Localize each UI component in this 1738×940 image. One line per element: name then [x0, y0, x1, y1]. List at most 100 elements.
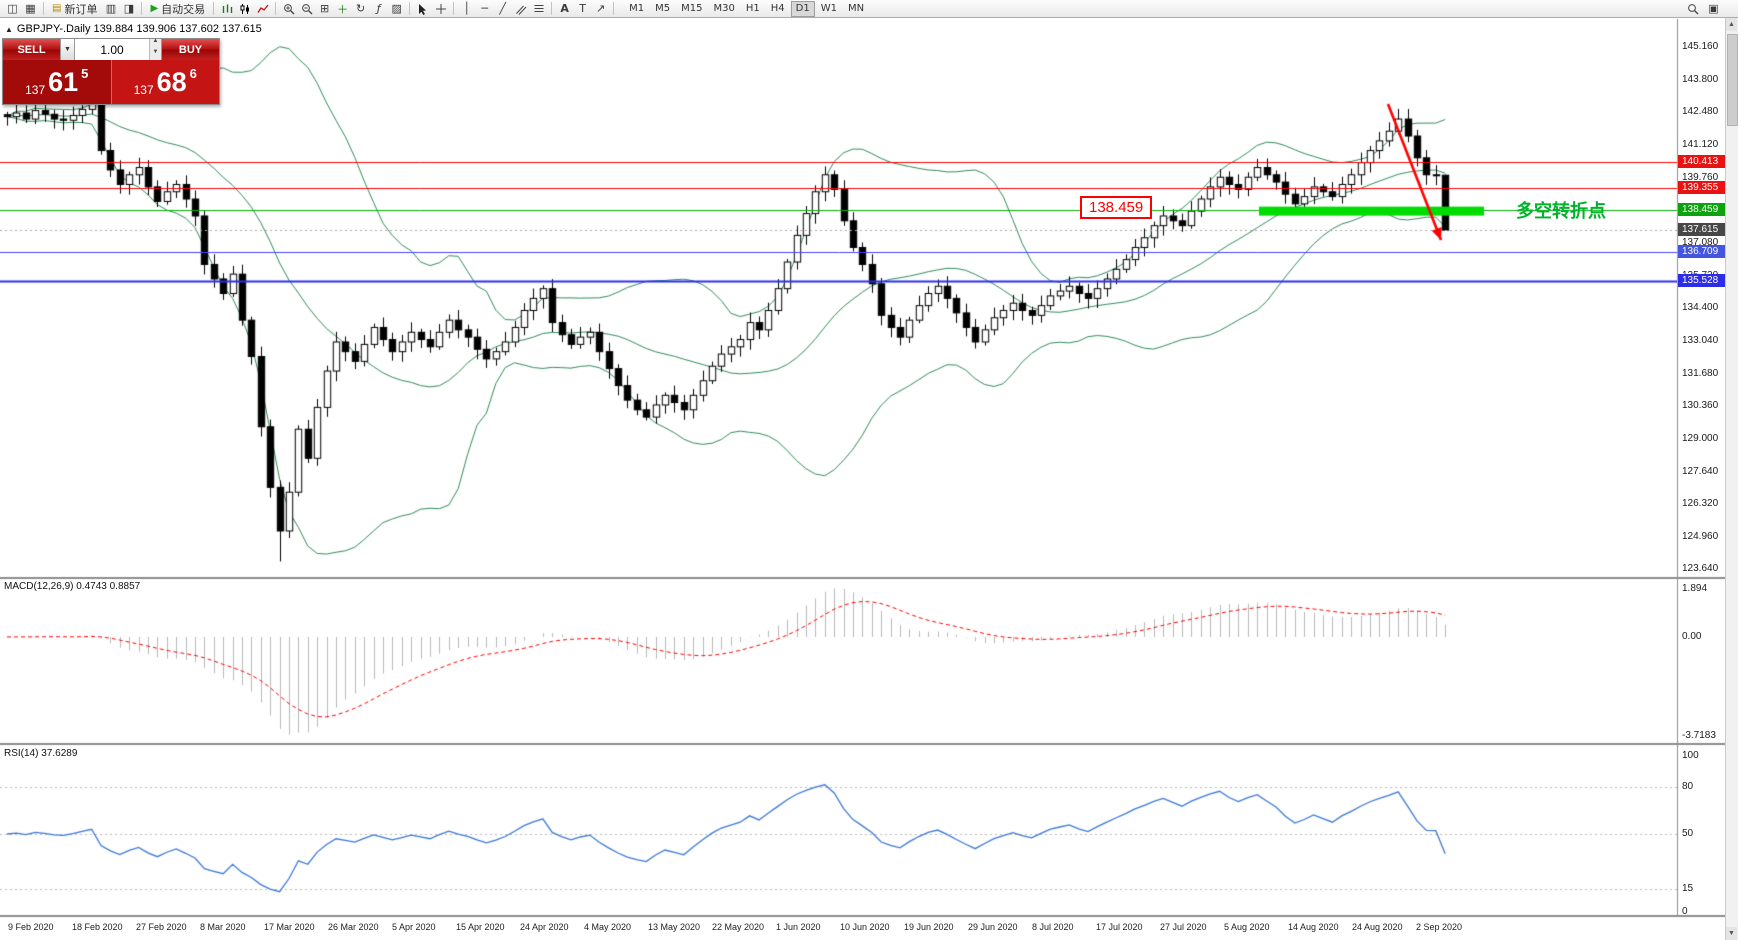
toolbar-separator — [141, 2, 143, 15]
timeframe-button-mn[interactable]: MN — [847, 2, 865, 14]
rsi-header: RSI(14) 37.6289 — [4, 748, 78, 759]
timeframe-button-h1[interactable]: H1 — [745, 2, 760, 14]
rsi-axis-label: 0 — [1682, 906, 1688, 917]
zoom-out-icon[interactable] — [298, 1, 315, 16]
timeframe-button-m15[interactable]: M15 — [681, 2, 703, 14]
new-chart-window-icon[interactable]: ◫ — [7, 2, 18, 15]
timeframe-button-d1[interactable]: D1 — [790, 0, 815, 17]
date-axis-label: 18 Feb 2020 — [72, 922, 123, 932]
bar-chart-icon[interactable] — [218, 1, 235, 16]
buy-button[interactable]: BUY — [162, 39, 219, 60]
crosshair-icon[interactable] — [432, 1, 449, 16]
timeframe-button-m30[interactable]: M30 — [713, 2, 735, 14]
volume-decrease-button[interactable]: ▼ — [150, 49, 161, 60]
date-axis-label: 27 Feb 2020 — [136, 922, 187, 932]
timeframe-button-m5[interactable]: M5 — [655, 2, 671, 14]
vertical-line-icon[interactable]: │ — [463, 2, 470, 15]
sell-price-pip: 5 — [81, 66, 89, 81]
one-click-panel-toggle[interactable]: ▲ — [5, 24, 13, 34]
line-chart-icon[interactable] — [254, 1, 271, 16]
price-axis-label: 123.640 — [1682, 562, 1719, 574]
price-axis-label: 134.400 — [1682, 302, 1719, 314]
date-axis-label: 5 Aug 2020 — [1224, 922, 1270, 932]
toolbar: ◫ ▦ ▤ 新订单 ▥ ◨ ▶ 自动交易 ⊞ ＋ ↻ — [0, 0, 1738, 18]
vertical-scrollbar[interactable]: ▲ ▼ — [1725, 18, 1738, 940]
buy-price-pip: 6 — [189, 66, 197, 81]
candlestick-chart-icon[interactable] — [236, 1, 253, 16]
rsi-axis-label: 15 — [1682, 882, 1694, 894]
scrollbar-down-arrow[interactable]: ▼ — [1726, 927, 1737, 940]
date-axis-label: 17 Mar 2020 — [264, 922, 315, 932]
toolbar-separator — [213, 2, 215, 15]
volume-input[interactable] — [75, 39, 149, 60]
new-chart-plus-icon[interactable]: ＋ — [337, 2, 349, 16]
trade-panel-header-row: SELL ▼ ▲ ▼ BUY — [3, 38, 219, 60]
macd-axis-min-label: -3.7183 — [1682, 730, 1716, 741]
toolbar-separator — [551, 2, 553, 15]
arrow-objects-icon[interactable]: ↗ — [596, 2, 606, 15]
price-level-callout[interactable]: 138.459 — [1080, 196, 1153, 219]
text-label-icon[interactable]: T — [579, 2, 587, 15]
timeframe-button-m1[interactable]: M1 — [629, 2, 645, 14]
price-axis-label: 133.040 — [1682, 335, 1719, 346]
price-axis-label: 131.680 — [1682, 367, 1719, 379]
date-axis-label: 4 May 2020 — [584, 922, 632, 932]
sell-price-prefix: 137 — [25, 83, 46, 97]
date-axis-label: 22 May 2020 — [712, 922, 765, 932]
sell-price-display[interactable]: 137 61 5 — [3, 60, 111, 104]
buy-price-prefix: 137 — [133, 83, 154, 97]
new-order-button[interactable]: ▤ 新订单 — [48, 1, 101, 16]
volume-increase-button[interactable]: ▲ — [150, 38, 161, 50]
text-icon[interactable]: A — [560, 2, 569, 15]
autotrading-button[interactable]: ▶ 自动交易 — [146, 1, 209, 16]
one-click-trading-panel: SELL ▼ ▲ ▼ BUY 137 61 5 137 68 6 — [2, 38, 220, 105]
new-order-icon: ▤ — [52, 3, 62, 14]
templates-icon[interactable]: ▨ — [391, 2, 402, 15]
cursor-icon[interactable] — [414, 1, 431, 16]
price-axis-label: 143.800 — [1682, 74, 1719, 86]
price-line-badge: 135.528 — [1678, 273, 1725, 287]
search-icon[interactable] — [1684, 1, 1701, 16]
price-axis-label: 130.360 — [1682, 399, 1719, 411]
date-axis-label: 10 Jun 2020 — [840, 922, 890, 932]
timeframe-button-w1[interactable]: W1 — [820, 2, 837, 14]
scrollbar-up-arrow[interactable]: ▲ — [1726, 18, 1737, 31]
scrollbar-thumb[interactable] — [1727, 34, 1738, 126]
sell-price-main: 61 — [48, 67, 79, 97]
volume-dropdown-button[interactable]: ▼ — [60, 39, 74, 60]
market-watch-icon[interactable]: ▥ — [105, 2, 117, 15]
refresh-icon[interactable]: ↻ — [356, 2, 366, 15]
price-line-badge: 138.459 — [1678, 202, 1725, 216]
sell-button[interactable]: SELL — [3, 39, 60, 60]
horizontal-line-icon[interactable]: ─ — [481, 2, 488, 15]
zoom-in-icon[interactable] — [280, 1, 297, 16]
price-axis-label: 137.080 — [1682, 237, 1719, 249]
date-axis-label: 13 May 2020 — [648, 922, 701, 932]
channel-icon[interactable] — [512, 1, 529, 16]
autotrading-play-icon: ▶ — [150, 3, 159, 14]
date-axis-label: 5 Apr 2020 — [392, 922, 436, 932]
navigator-icon[interactable]: ◨ — [123, 2, 135, 15]
toolbar-separator — [275, 2, 277, 15]
rsi-axis-label: 100 — [1682, 750, 1699, 761]
date-axis-label: 17 Jul 2020 — [1096, 922, 1143, 932]
turning-point-text[interactable]: 多空转折点 — [1516, 201, 1606, 222]
timeframe-button-h4[interactable]: H4 — [770, 2, 785, 14]
fibonacci-icon[interactable] — [530, 1, 547, 16]
trendline-icon[interactable]: ╱ — [499, 2, 506, 15]
buy-price-display[interactable]: 137 68 6 — [110, 60, 219, 104]
date-axis-label: 8 Mar 2020 — [200, 922, 246, 932]
price-line-badge: 139.355 — [1678, 180, 1725, 194]
chart-shift-icon[interactable]: ▣ — [1708, 2, 1719, 15]
date-axis-label: 24 Aug 2020 — [1352, 922, 1403, 932]
profiles-icon[interactable]: ▦ — [25, 2, 36, 15]
date-axis-label: 15 Apr 2020 — [456, 922, 505, 932]
symbol-ohlc-text: GBPJPY-.Daily 139.884 139.906 137.602 13… — [16, 23, 262, 35]
date-axis-label: 2 Sep 2020 — [1416, 922, 1463, 932]
date-axis-label: 8 Jul 2020 — [1032, 922, 1074, 932]
price-line-badge: 136.709 — [1678, 245, 1725, 259]
tile-windows-icon[interactable]: ⊞ — [320, 2, 330, 15]
indicators-icon[interactable]: ƒ — [376, 2, 381, 15]
